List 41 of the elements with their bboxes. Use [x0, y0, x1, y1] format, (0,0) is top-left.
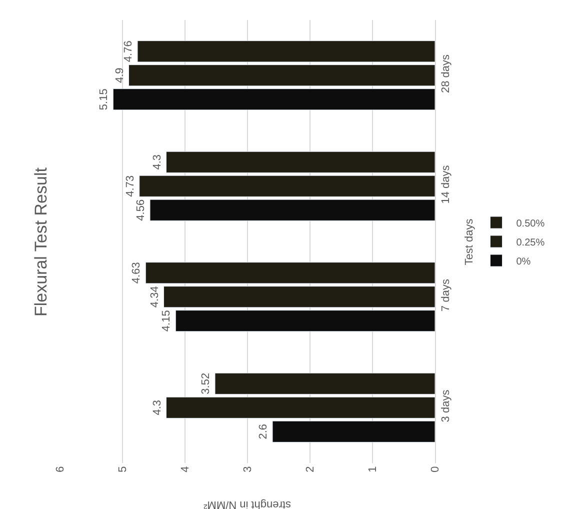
data-label: 2.6	[258, 424, 270, 440]
data-label: 3.52	[200, 372, 212, 394]
x-tick-label: 5	[117, 466, 130, 472]
bar	[150, 199, 435, 221]
data-label: 5.15	[98, 88, 110, 110]
x-axis-title: strenght in N/MM²	[203, 498, 291, 509]
bar	[214, 372, 435, 394]
x-tick-label: 0	[430, 466, 442, 472]
legend-label: 0.50%	[516, 218, 545, 230]
legend-label: 0.25%	[516, 237, 545, 248]
x-tick-label: 3	[242, 466, 254, 472]
x-tick-label: 2	[304, 466, 317, 472]
bar	[145, 262, 435, 284]
y-tick-label: 3 days	[440, 389, 452, 422]
bar	[272, 420, 435, 442]
data-label: 4.3	[151, 400, 164, 416]
data-label: 4.34	[148, 286, 161, 308]
data-label: 4.56	[135, 199, 147, 221]
data-label: 4.76	[122, 40, 134, 62]
bar	[164, 286, 435, 308]
bar	[139, 175, 435, 197]
data-label: 4.9	[114, 68, 126, 84]
x-tick-label: 4	[180, 466, 192, 472]
bar	[166, 396, 435, 418]
bar	[175, 310, 435, 332]
data-label: 4.3	[151, 154, 164, 170]
y-tick-label: 7 days	[440, 278, 452, 312]
x-tick-label: 6	[54, 466, 67, 472]
y-axis-title: Test days	[463, 218, 476, 266]
y-tick-label: 28 days	[440, 54, 452, 93]
text: Flexural Test Result	[32, 167, 50, 316]
bar	[166, 151, 435, 173]
bar	[112, 88, 435, 110]
data-label: 4.63	[130, 262, 143, 284]
data-label: 4.73	[124, 175, 136, 197]
legend-label: 0%	[516, 256, 531, 268]
bar	[128, 64, 435, 86]
bar	[137, 40, 435, 62]
data-label: 4.15	[160, 310, 173, 332]
y-tick-label: 14 days	[440, 164, 452, 204]
x-tick-label: 1	[367, 466, 380, 472]
